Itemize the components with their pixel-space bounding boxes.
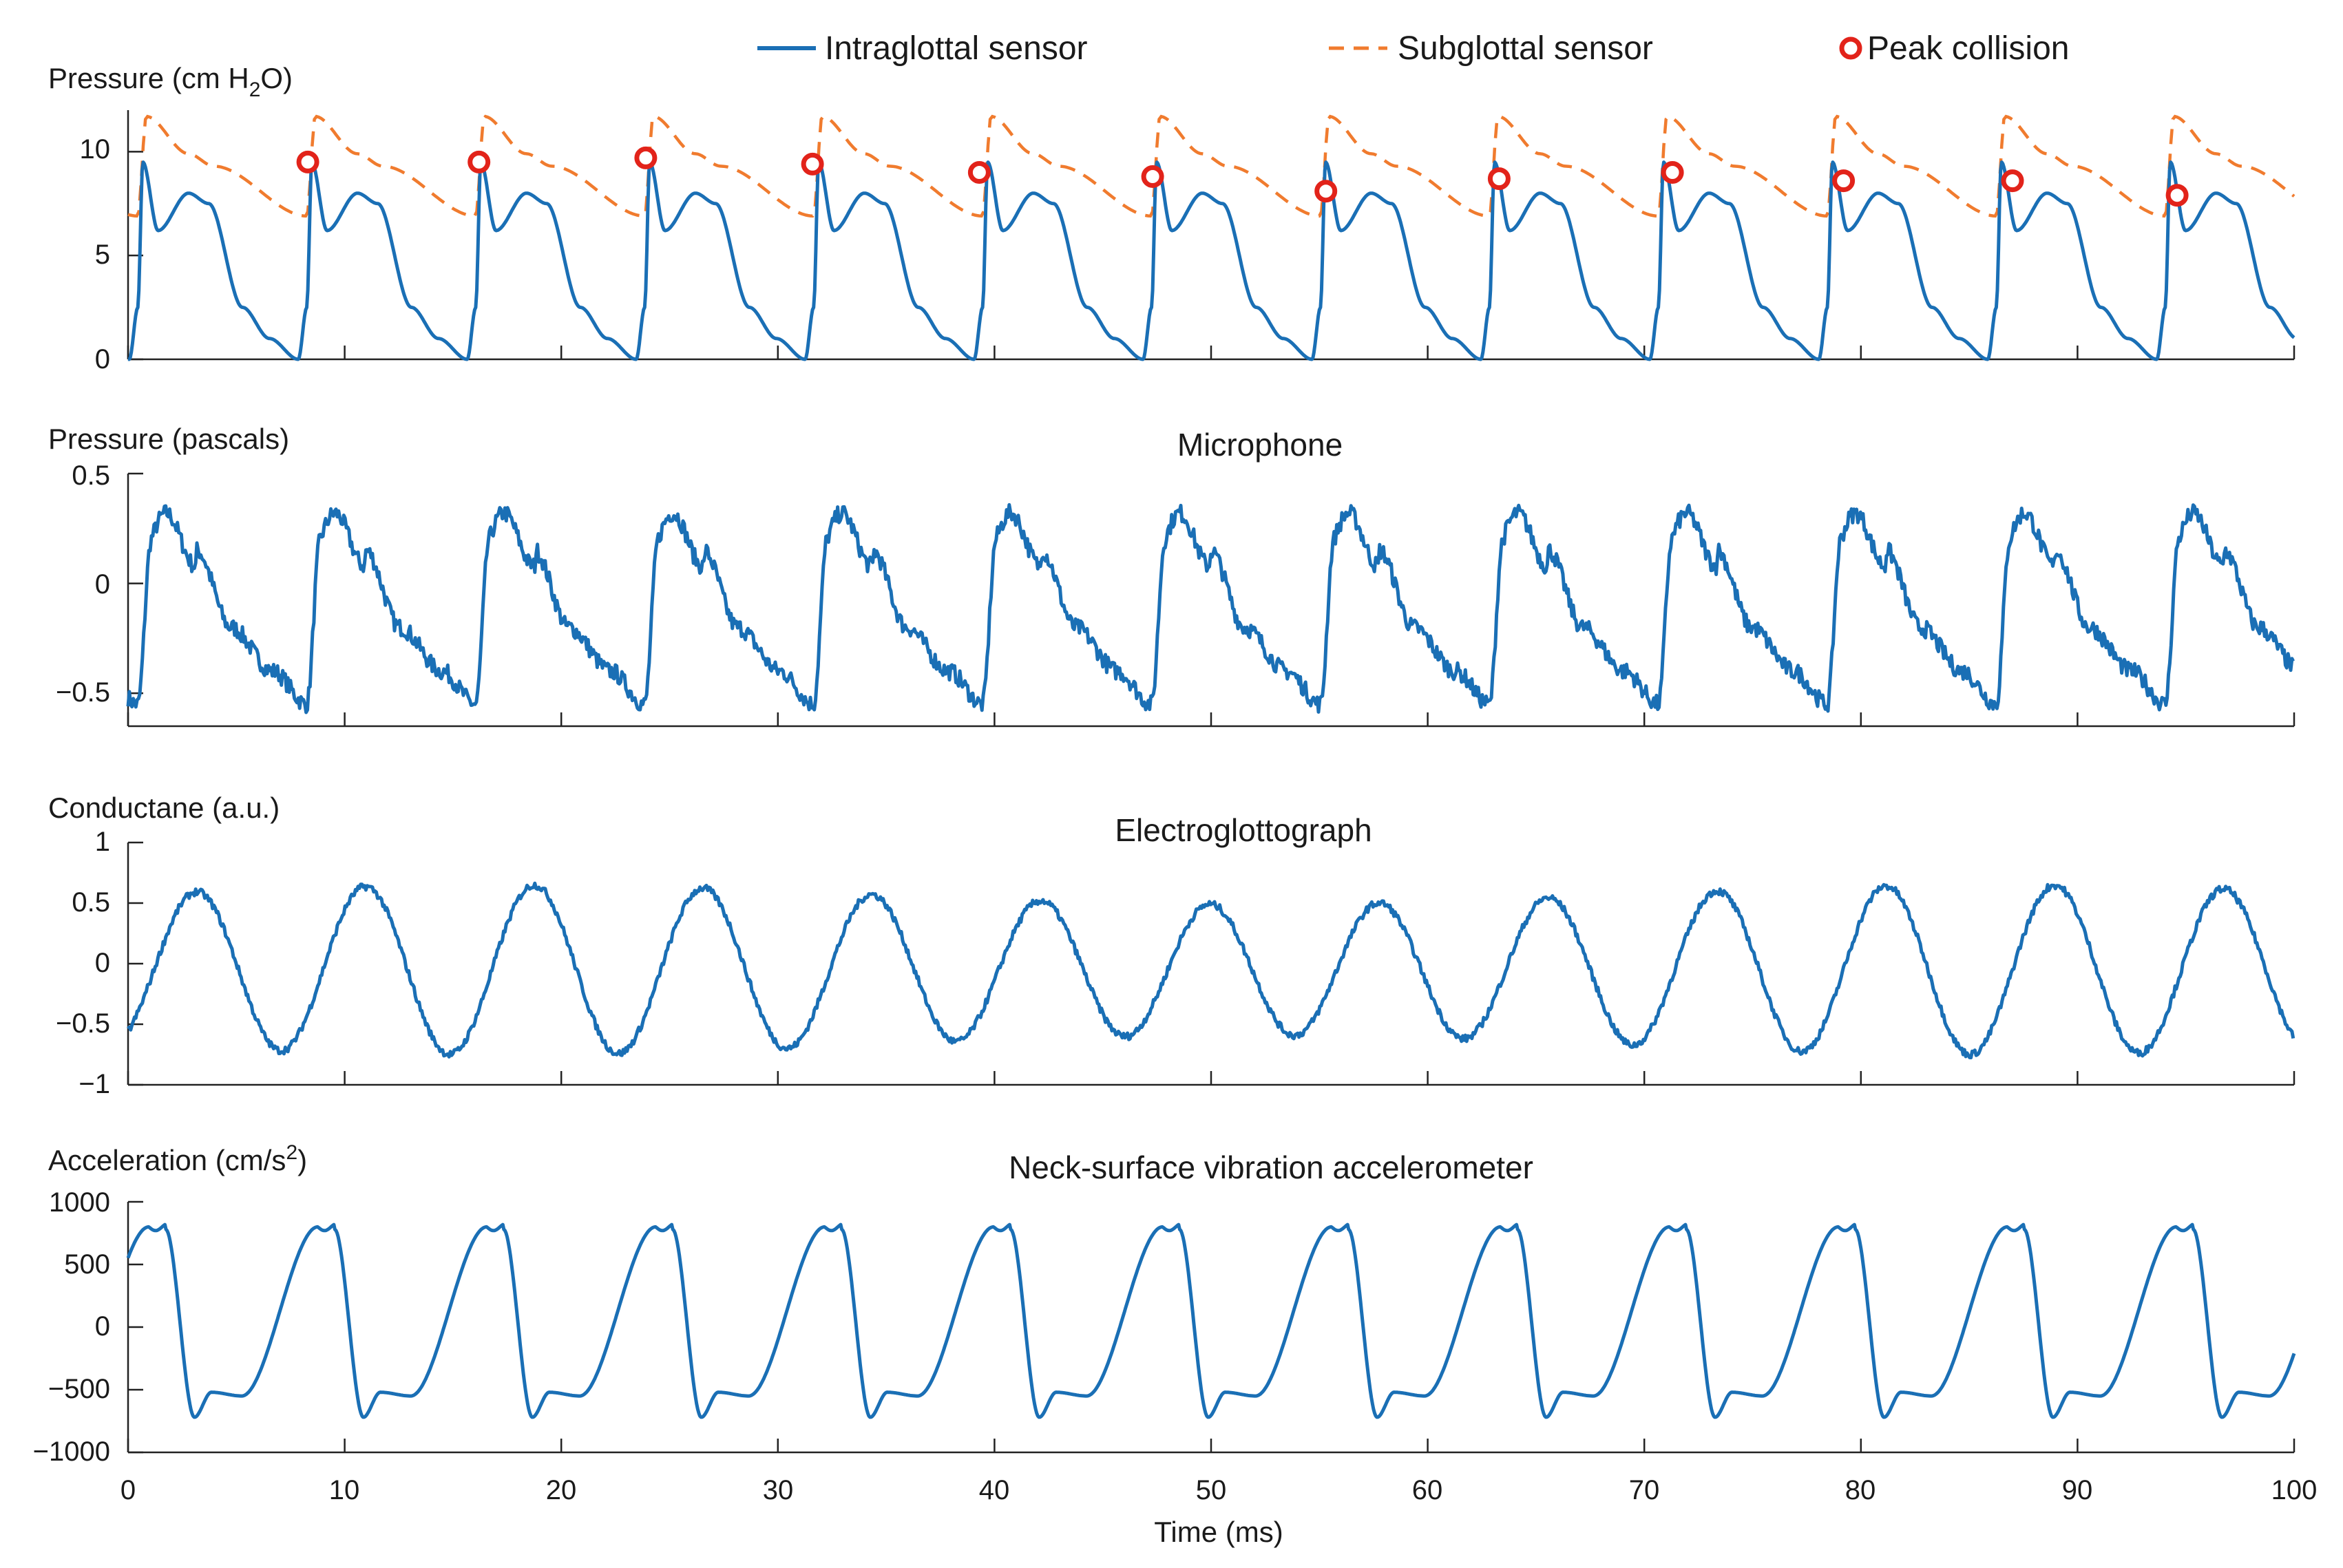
xtick-5: 50 <box>1196 1475 1227 1505</box>
legend: Intraglottal sensor Subglottal sensor Pe… <box>757 30 2069 67</box>
pressure-ylabel: Pressure (cm H2O) <box>48 62 293 101</box>
x-tick-labels: 0 10 20 30 40 50 60 70 80 90 100 <box>120 1475 2318 1505</box>
peak-collision-marker <box>1487 167 1511 191</box>
mic-ytick-0: −0.5 <box>56 677 110 708</box>
xtick-9: 90 <box>2062 1475 2093 1505</box>
peak-collision-marker <box>1314 180 1338 203</box>
mic-y-ticks: −0.5 0 0.5 <box>56 460 110 708</box>
panel-microphone: Pressure (pascals) Microphone −0.5 0 0.5 <box>48 423 2295 728</box>
xtick-8: 80 <box>1845 1475 1876 1505</box>
x-axis-label: Time (ms) <box>1154 1516 1283 1548</box>
acc-ytick-1: −500 <box>48 1374 110 1404</box>
pressure-y-ticks: 0 5 10 <box>80 134 111 374</box>
mic-ylabel: Pressure (pascals) <box>48 423 289 455</box>
accelerometer-trace <box>126 1222 2296 1419</box>
xtick-7: 70 <box>1629 1475 1660 1505</box>
legend-peak-marker <box>1839 36 1862 60</box>
legend-peak-label: Peak collision <box>1867 30 2069 67</box>
xtick-1: 10 <box>329 1475 360 1505</box>
acc-ytick-3: 500 <box>64 1249 110 1280</box>
egg-ytick-3: 0.5 <box>72 887 110 918</box>
egg-axes <box>127 841 2295 1086</box>
pressure-ytick-2: 10 <box>80 134 111 165</box>
egg-ytick-4: 1 <box>95 827 110 857</box>
peak-collision-marker <box>801 152 824 176</box>
peak-collision-marker <box>467 150 491 173</box>
pressure-axes <box>127 110 2295 361</box>
microphone-trace <box>126 502 2295 714</box>
panel-egg: Conductane (a.u.) Electroglottograph −1 … <box>48 792 2295 1099</box>
peak-collision-marker <box>967 161 991 184</box>
xtick-4: 40 <box>979 1475 1010 1505</box>
acc-ytick-4: 1000 <box>49 1187 110 1218</box>
peak-collision-marker <box>1832 169 1856 193</box>
peak-collision-marker <box>1141 165 1164 188</box>
egg-ytick-2: 0 <box>95 948 110 978</box>
peak-collision-marker <box>2001 169 2024 193</box>
egg-trace <box>127 881 2295 1059</box>
xtick-3: 30 <box>763 1475 794 1505</box>
acc-ytick-2: 0 <box>95 1311 110 1342</box>
acc-axes <box>127 1200 2295 1454</box>
intraglottal-trace <box>127 160 2295 361</box>
subglottal-trace <box>127 114 2295 218</box>
egg-ylabel: Conductane (a.u.) <box>48 792 280 824</box>
acc-ylabel: Acceleration (cm/s2) <box>48 1141 307 1176</box>
xtick-0: 0 <box>120 1475 136 1505</box>
egg-title: Electroglottograph <box>1115 812 1372 848</box>
mic-ytick-1: 0 <box>95 569 110 600</box>
xtick-2: 20 <box>546 1475 577 1505</box>
legend-subglottal-label: Subglottal sensor <box>1398 30 1653 67</box>
panel-accelerometer: Acceleration (cm/s2) Neck-surface vibrat… <box>33 1141 2296 1467</box>
egg-ytick-1: −0.5 <box>56 1008 110 1039</box>
mic-title: Microphone <box>1177 427 1343 463</box>
egg-y-ticks: −1 −0.5 0 0.5 1 <box>56 827 110 1099</box>
peak-collision-marker <box>634 146 658 169</box>
xtick-10: 100 <box>2271 1475 2318 1505</box>
mic-ytick-2: 0.5 <box>72 460 110 491</box>
acc-y-ticks: −1000 −500 0 500 1000 <box>33 1187 110 1467</box>
pressure-ytick-0: 0 <box>95 344 110 374</box>
mic-axes <box>127 472 2295 728</box>
peak-collision-marker <box>2165 184 2189 207</box>
peak-collision-marker <box>1661 161 1684 184</box>
acc-title: Neck-surface vibration accelerometer <box>1009 1149 1533 1185</box>
peak-collision-markers <box>296 146 2189 207</box>
egg-ytick-0: −1 <box>78 1069 110 1099</box>
peak-collision-marker <box>296 150 319 173</box>
acc-ytick-0: −1000 <box>33 1437 110 1467</box>
legend-intraglottal-label: Intraglottal sensor <box>825 30 1088 67</box>
panel-pressure: Pressure (cm H2O) 0 5 10 <box>48 62 2295 374</box>
xtick-6: 60 <box>1412 1475 1443 1505</box>
pressure-ytick-1: 5 <box>95 240 110 270</box>
